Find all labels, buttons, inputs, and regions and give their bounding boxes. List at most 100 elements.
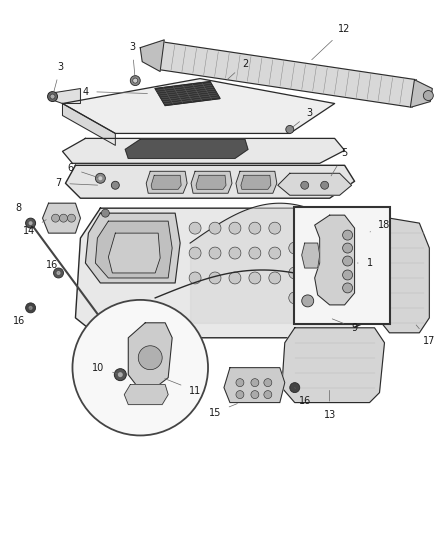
Polygon shape	[140, 40, 164, 71]
Circle shape	[60, 214, 67, 222]
Polygon shape	[108, 233, 160, 273]
Polygon shape	[374, 218, 429, 333]
Circle shape	[356, 314, 364, 322]
Circle shape	[424, 91, 433, 101]
FancyBboxPatch shape	[294, 207, 390, 324]
Text: 11: 11	[165, 378, 201, 395]
Circle shape	[289, 267, 301, 279]
Polygon shape	[95, 221, 172, 278]
Text: 3: 3	[292, 109, 313, 128]
Text: 15: 15	[209, 403, 237, 417]
Circle shape	[269, 272, 281, 284]
Polygon shape	[128, 323, 172, 387]
Circle shape	[328, 242, 341, 254]
Circle shape	[209, 247, 221, 259]
Circle shape	[286, 125, 294, 133]
Polygon shape	[241, 175, 271, 189]
Circle shape	[343, 256, 353, 266]
Polygon shape	[278, 173, 352, 195]
Circle shape	[67, 214, 75, 222]
Circle shape	[209, 222, 221, 234]
Circle shape	[290, 383, 300, 393]
Circle shape	[28, 221, 32, 225]
Circle shape	[301, 181, 309, 189]
Circle shape	[343, 230, 353, 240]
Text: 18: 18	[370, 220, 391, 232]
Polygon shape	[151, 175, 181, 189]
Circle shape	[249, 272, 261, 284]
Polygon shape	[282, 328, 385, 402]
Circle shape	[328, 267, 341, 279]
Circle shape	[236, 391, 244, 399]
Polygon shape	[63, 78, 335, 133]
Circle shape	[309, 242, 321, 254]
Circle shape	[95, 173, 106, 183]
Circle shape	[289, 242, 301, 254]
Text: 16: 16	[13, 308, 31, 326]
Polygon shape	[63, 103, 115, 146]
Text: 13: 13	[324, 390, 336, 419]
Polygon shape	[146, 171, 187, 193]
Circle shape	[249, 222, 261, 234]
Polygon shape	[124, 385, 168, 405]
Circle shape	[25, 218, 35, 228]
Circle shape	[343, 283, 353, 293]
Text: 16: 16	[46, 260, 59, 273]
Circle shape	[309, 267, 321, 279]
Circle shape	[209, 272, 221, 284]
Circle shape	[343, 243, 353, 253]
Text: 9: 9	[332, 319, 358, 333]
Polygon shape	[75, 208, 374, 338]
Text: 12: 12	[312, 24, 351, 60]
Polygon shape	[158, 42, 417, 107]
Polygon shape	[314, 215, 355, 305]
Circle shape	[249, 247, 261, 259]
Circle shape	[229, 222, 241, 234]
Polygon shape	[155, 82, 220, 106]
Circle shape	[269, 247, 281, 259]
Circle shape	[189, 222, 201, 234]
Circle shape	[101, 314, 110, 322]
Circle shape	[111, 181, 119, 189]
Circle shape	[28, 306, 32, 310]
Text: 6: 6	[67, 163, 98, 177]
Circle shape	[57, 271, 60, 275]
Circle shape	[264, 378, 272, 386]
Circle shape	[101, 209, 110, 217]
Polygon shape	[85, 213, 180, 283]
Circle shape	[264, 391, 272, 399]
Text: 5: 5	[331, 148, 348, 176]
Polygon shape	[125, 140, 248, 158]
Circle shape	[309, 292, 321, 304]
Circle shape	[269, 222, 281, 234]
Circle shape	[289, 292, 301, 304]
Polygon shape	[302, 243, 320, 268]
Circle shape	[133, 78, 138, 83]
Circle shape	[236, 378, 244, 386]
Text: 1: 1	[357, 258, 373, 268]
Circle shape	[53, 268, 64, 278]
Circle shape	[229, 247, 241, 259]
Circle shape	[138, 346, 162, 370]
Circle shape	[251, 391, 259, 399]
Polygon shape	[42, 203, 81, 233]
Polygon shape	[224, 368, 285, 402]
Circle shape	[321, 181, 328, 189]
Circle shape	[229, 272, 241, 284]
Text: 8: 8	[16, 203, 29, 221]
Circle shape	[356, 209, 364, 217]
Circle shape	[251, 378, 259, 386]
Polygon shape	[196, 175, 226, 189]
Polygon shape	[66, 165, 355, 198]
Circle shape	[99, 176, 102, 180]
Circle shape	[302, 295, 314, 307]
Text: 4: 4	[82, 86, 148, 96]
Circle shape	[189, 247, 201, 259]
Circle shape	[118, 372, 123, 377]
Text: 14: 14	[22, 220, 46, 236]
Polygon shape	[63, 139, 345, 163]
Circle shape	[52, 214, 60, 222]
Text: 7: 7	[55, 178, 98, 188]
Text: 16: 16	[295, 387, 311, 406]
Circle shape	[328, 292, 341, 304]
